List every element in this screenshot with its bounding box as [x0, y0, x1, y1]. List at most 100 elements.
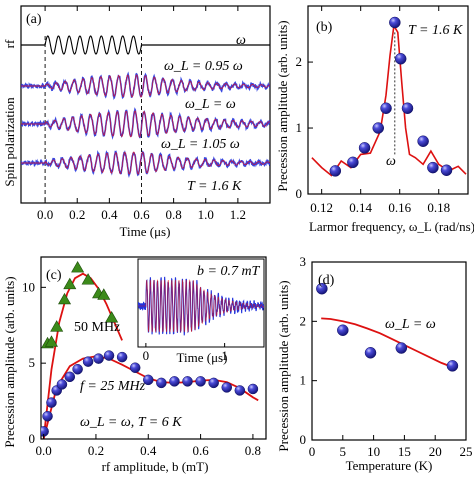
- panel-c-point-25mhz: [42, 411, 53, 422]
- panel-d-point: [446, 360, 459, 372]
- panel-c-point-50mhz: [97, 288, 111, 300]
- panel-b-fit-line: [311, 23, 467, 177]
- panel-c-point-50mhz: [105, 311, 119, 323]
- panel-d-xtick-label: 5: [340, 444, 347, 459]
- panel-c-series-label-50: 50 MHz: [74, 320, 120, 335]
- panel-c-point-25mhz: [64, 371, 76, 383]
- panel-a: 0.0 0.2 0.4 0.6 0.8 1.0 1.2 (a) rf ω ω_L = 0.9…: [2, 5, 271, 239]
- panel-a-trace-fit: [21, 110, 270, 138]
- panel-c-xtick-label: 0.6: [192, 443, 209, 458]
- panel-c-xtick-label: 0.2: [88, 443, 104, 458]
- panel-c-point-25mhz: [169, 376, 180, 387]
- panel-c-ytick-label: 5: [29, 355, 36, 370]
- panel-c-point-25mhz: [208, 377, 219, 389]
- panel-c-point-50mhz: [44, 335, 58, 347]
- panel-c-xtick-label: 0.0: [35, 443, 51, 458]
- panel-b-point: [389, 16, 401, 29]
- panel-d-point: [337, 324, 349, 336]
- panel-d-ytick-label: 2: [300, 313, 307, 328]
- panel-c-frame: [40, 256, 267, 440]
- panel-c-point-50mhz: [58, 292, 72, 305]
- panel-c-point-25mhz: [46, 397, 57, 408]
- panel-c-point-50mhz: [81, 273, 95, 285]
- panel-b-point: [329, 165, 342, 177]
- panel-c-point-25mhz: [247, 383, 259, 395]
- panel-b-xlabel: Larmor frequency, ω_L (rad/ns): [309, 219, 474, 234]
- panel-b-point: [427, 161, 439, 174]
- panel-a-trace-data: [21, 150, 270, 178]
- panel-d-label: (d): [318, 273, 335, 288]
- panel-b-point: [347, 156, 359, 169]
- panel-c-point-50mhz: [50, 320, 64, 332]
- panel-b-point: [358, 142, 371, 154]
- panel-d-xtick-label: 0: [309, 444, 316, 459]
- panel-a-x-ticks: 0.0 0.2 0.4 0.6 0.8 1.0 1.2: [37, 6, 246, 222]
- panel-a-xlabel: Time (μs): [120, 224, 171, 239]
- panel-b-ytick-label: 1: [296, 120, 303, 135]
- panel-a-ylabel: Spin polarization: [2, 97, 17, 187]
- panel-a-trace-fit: [21, 74, 270, 98]
- panel-b-center-label: ω: [386, 154, 396, 169]
- panel-c-point-25mhz: [93, 353, 104, 364]
- panel-b-ytick-label: 2: [296, 54, 303, 69]
- panel-b-label: (b): [316, 20, 333, 35]
- panel-a-xtick-label: 0.2: [69, 207, 85, 222]
- panel-b-temperature: T = 1.6 K: [408, 23, 463, 38]
- panel-c-ytick-label: 0: [29, 431, 36, 446]
- panel-b-plot: [311, 16, 467, 177]
- panel-b-ylabel: Precession amplitude (arb. units): [275, 20, 290, 191]
- panel-d-ticks: 0 5 10 15 20 25 0 1 2 3: [300, 254, 473, 459]
- panel-b-point: [417, 135, 429, 147]
- panel-d-point: [316, 282, 328, 295]
- panel-b-xtick-label: 0.18: [427, 200, 450, 215]
- panel-a-plot: [21, 35, 270, 203]
- panel-a-frame: [20, 5, 271, 204]
- panel-d-xtick-label: 15: [398, 444, 411, 459]
- panel-d-ytick-label: 3: [300, 254, 307, 269]
- panel-a-xtick-label: 0.4: [101, 207, 118, 222]
- panel-d-ytick-label: 1: [300, 373, 307, 388]
- panel-c-point-25mhz: [221, 382, 233, 393]
- panel-a-xtick-label: 0.0: [37, 207, 53, 222]
- panel-c-inset-xlabel: Time (μs): [177, 350, 228, 365]
- panel-c-point-50mhz: [63, 277, 77, 290]
- panel-d-point: [364, 347, 377, 359]
- panel-d-plot: [316, 282, 459, 372]
- panel-d-xtick-label: 20: [429, 444, 442, 459]
- panel-a-xtick-label: 1.0: [198, 207, 214, 222]
- panel-c-inset-xtick-label: 0: [143, 348, 150, 363]
- panel-c-ylabel: Precession amplitude (arb. units): [2, 276, 17, 447]
- panel-a-trace-data: [21, 107, 270, 140]
- panel-a-series-label-2: ω_L = ω: [185, 97, 236, 112]
- panel-a-label: (a): [26, 12, 42, 27]
- panel-c-point-25mhz: [72, 363, 83, 375]
- panel-b-point: [372, 122, 384, 134]
- panel-c-fit-50mhz: [42, 272, 123, 439]
- panel-c-label: (c): [46, 268, 62, 283]
- panel-b-point: [401, 102, 414, 114]
- panel-c-point-25mhz: [82, 356, 94, 367]
- panel-c-point-25mhz: [182, 376, 193, 387]
- panel-c-point-25mhz: [195, 376, 206, 387]
- panel-b-frame: [307, 5, 469, 195]
- panel-c-inset-xtick-label: 1: [221, 348, 228, 363]
- panel-d-xlabel: Temperature (K): [346, 458, 433, 473]
- panel-b: 0.12 0.14 0.16 0.18 0 1 2 (b) T = 1.6 K ω Prec…: [275, 5, 474, 234]
- panel-d-xtick-label: 25: [460, 444, 473, 459]
- panel-c-point-25mhz: [103, 350, 115, 361]
- panel-d-ylabel: Precession amplitude (arb. units): [276, 280, 291, 451]
- panel-d-xtick-label: 10: [367, 444, 380, 459]
- panel-b-point: [380, 102, 392, 114]
- panel-c-point-50mhz: [71, 261, 85, 273]
- panel-d-fit-line: [321, 317, 455, 369]
- panel-c-point-25mhz: [234, 385, 246, 396]
- panel-b-xtick-label: 0.12: [310, 200, 333, 215]
- panel-c-inset-plot: [138, 276, 264, 336]
- panel-a-series-label-1: ω_L = 0.95 ω: [164, 59, 243, 74]
- panel-c-point-25mhz: [56, 379, 68, 390]
